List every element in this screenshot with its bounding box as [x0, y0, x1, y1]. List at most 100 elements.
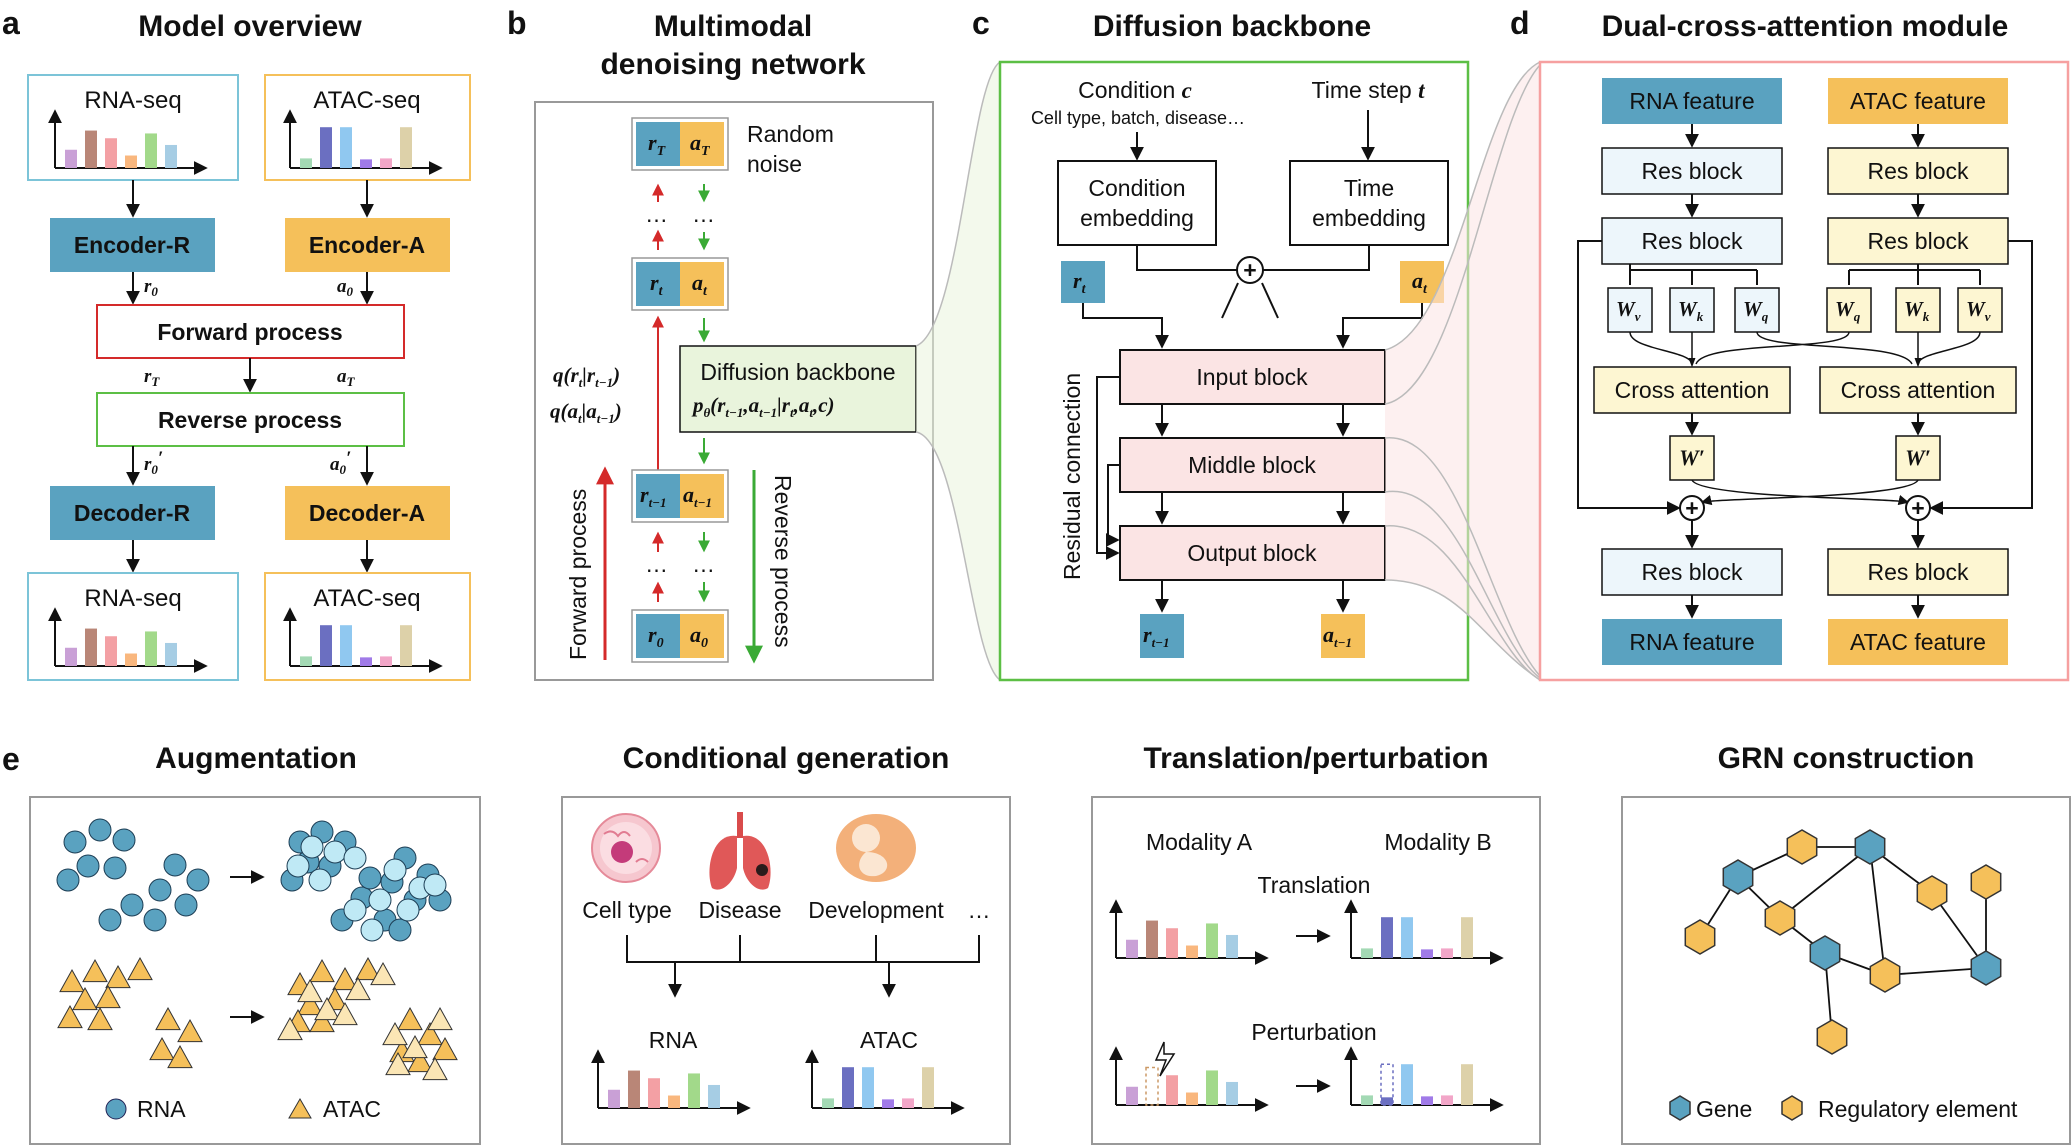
plus-to-right-branch	[1261, 282, 1279, 319]
sum-node-c-plus: +	[1243, 257, 1256, 283]
modality-b-barchart	[1344, 899, 1504, 965]
rna-cross-attention-label: Cross attention	[1615, 377, 1770, 403]
bar	[65, 149, 77, 168]
augmented-rna-cell	[360, 918, 384, 942]
augmented-rna-cell	[323, 840, 347, 864]
q-a-transition: q(at|at−1)	[550, 399, 622, 426]
atac-w-prime-text: W′	[1905, 445, 1931, 470]
panel-b: b Multimodal denoising network rT aT Ran…	[507, 5, 934, 681]
forward-process-vertical-label: Forward process	[565, 489, 591, 660]
rna-cell	[174, 893, 198, 917]
bar	[608, 1089, 620, 1108]
atac-residual-line	[1929, 240, 2033, 515]
bar	[360, 159, 372, 168]
time-step-title: Time step t	[1312, 77, 1426, 103]
rna-w-q: Wq	[1734, 287, 1780, 333]
lightning-icon	[1154, 1041, 1176, 1077]
bar	[320, 127, 332, 168]
condition-title: Condition c	[1078, 77, 1192, 103]
perturbed-input-barchart	[1109, 1046, 1269, 1112]
rna-cell	[148, 878, 172, 902]
rna-w-q-text: Wq	[1743, 297, 1769, 324]
funnel-edge-3	[1384, 437, 1541, 677]
rna-cell	[358, 866, 382, 890]
bar-original-outline	[1380, 1063, 1394, 1106]
bar	[1226, 1081, 1238, 1105]
rna-w-k-text: Wk	[1678, 297, 1704, 324]
atac-cell	[149, 1036, 175, 1061]
augmented-rna-cell	[308, 868, 332, 892]
atac-w-v-text: Wv	[1966, 297, 1991, 324]
latent-r0-prime: r0′	[144, 448, 163, 477]
perturbed-output-barchart	[1344, 1046, 1504, 1112]
rna-cell	[186, 868, 210, 892]
bar	[65, 647, 77, 666]
embryo-icon	[836, 814, 916, 882]
dots-right-2: …	[692, 551, 715, 577]
bar	[300, 158, 312, 168]
rt1-cell	[636, 474, 680, 518]
atac-res-block-2-label: Res block	[1868, 228, 1969, 254]
gene-node	[1854, 829, 1886, 865]
bar	[1461, 1064, 1473, 1105]
panel-title-c: Diffusion backbone	[1093, 10, 1371, 43]
rna-res-block-3	[1601, 548, 1783, 596]
atac-res-block-3-label: Res block	[1868, 559, 1969, 585]
rt-input-text: rt	[1073, 268, 1087, 297]
atac-cell	[127, 956, 153, 981]
rna-cell	[76, 854, 100, 878]
atac-cell	[309, 1008, 335, 1033]
atac-cross-attention-label: Cross attention	[1841, 377, 1996, 403]
condition-merge-lines	[626, 935, 980, 963]
output-block-label: Output block	[1187, 540, 1317, 566]
at-input-text: at	[1412, 268, 1428, 297]
state-pair-t-minus-1: rt−1 at−1	[631, 469, 729, 523]
augmented-rna-cell	[286, 854, 310, 878]
funnel-edge-5	[1384, 525, 1541, 681]
at-text: at	[692, 270, 708, 299]
augmented-rna-cell	[343, 846, 367, 870]
residual-connection-inner	[1105, 464, 1120, 547]
augmented-atac-cell	[370, 961, 396, 986]
rna-cell	[143, 908, 167, 932]
bar	[902, 1098, 914, 1108]
funnel-c-d	[1385, 62, 1540, 680]
panel-title-b-line1: Multimodal	[654, 10, 812, 43]
dots-right-1: …	[692, 201, 715, 227]
reverse-process-vertical-label: Reverse process	[770, 475, 796, 648]
atac-legend-marker	[288, 1098, 312, 1119]
bar	[320, 625, 332, 666]
rt1-output-text: rt−1	[1143, 622, 1170, 650]
atac-cell	[417, 1021, 443, 1046]
bar	[165, 642, 177, 666]
regulatory-legend-label: Regulatory element	[1818, 1096, 2018, 1122]
funnel-edge-6	[1384, 579, 1541, 681]
rna-feature-output	[1602, 619, 1782, 665]
atac-cell	[59, 968, 85, 993]
atac-cell	[72, 986, 98, 1011]
augmented-rna-cell	[368, 888, 392, 912]
gene-node	[1809, 935, 1841, 971]
rT-cell	[636, 122, 680, 166]
bar	[842, 1067, 854, 1108]
atac-output-barchart	[283, 607, 443, 673]
generated-atac-label: ATAC	[860, 1027, 918, 1053]
atac-cell	[332, 966, 358, 991]
bar	[922, 1067, 934, 1108]
bar	[1206, 923, 1218, 958]
atac-cell	[95, 984, 121, 1009]
atac-cell	[177, 1018, 203, 1043]
bar	[1381, 1097, 1393, 1105]
dots-left-2: …	[645, 551, 668, 577]
attention-rna-arrowhead	[1688, 357, 1696, 368]
rna-cell	[56, 868, 80, 892]
rna-w-v: Wv	[1607, 287, 1653, 333]
augmented-atac-cell	[402, 1034, 428, 1059]
bar	[125, 653, 137, 666]
random-noise-label-1: Random	[747, 121, 834, 147]
aT-cell	[680, 122, 724, 166]
rna-res-block-2	[1601, 217, 1783, 265]
bar	[105, 138, 117, 168]
rna-w-k: Wk	[1669, 287, 1715, 333]
bar	[340, 625, 352, 666]
